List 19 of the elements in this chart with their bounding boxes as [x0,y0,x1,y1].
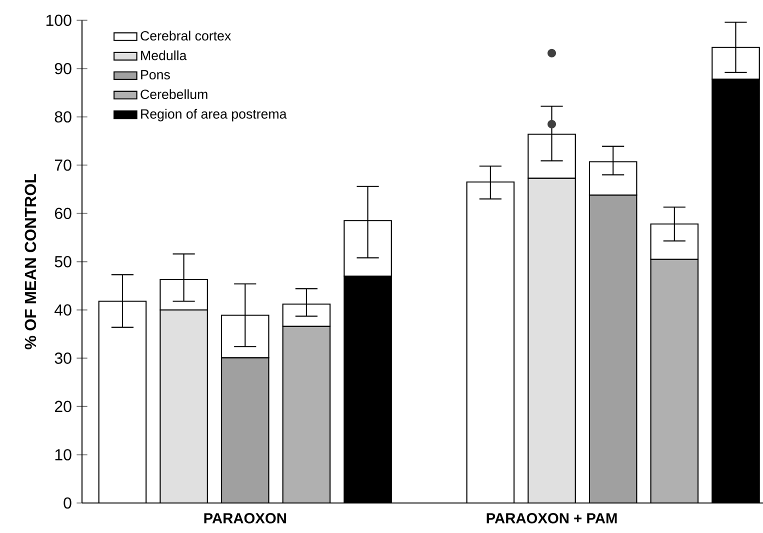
y-tick-label: 10 [55,449,72,460]
y-axis-title: % OF MEAN CONTROL [24,174,36,350]
x-tick-label: PARAOXON + PAM [486,513,617,524]
x-tick-label: PARAOXON [204,513,286,524]
y-tick-label: 40 [54,304,72,316]
y-tick-label: 80 [54,111,72,123]
legend-label: Cerebral cortex [140,30,231,41]
y-tick-label: 100 [46,14,72,26]
y-tick-label: 50 [54,256,72,268]
y-tick-label: 60 [54,208,72,220]
legend-label: Region of area postrema [141,108,287,122]
legend-label: Pons [141,70,170,80]
y-tick-label: 20 [54,400,72,412]
legend-label: Cerebellum [140,89,208,100]
y-tick-label: 90 [54,62,72,74]
y-tick-label: 0 [64,497,72,509]
y-tick-label: 30 [54,352,72,364]
legend-label: Medulla [141,50,187,60]
y-tick-label: 70 [54,159,72,171]
